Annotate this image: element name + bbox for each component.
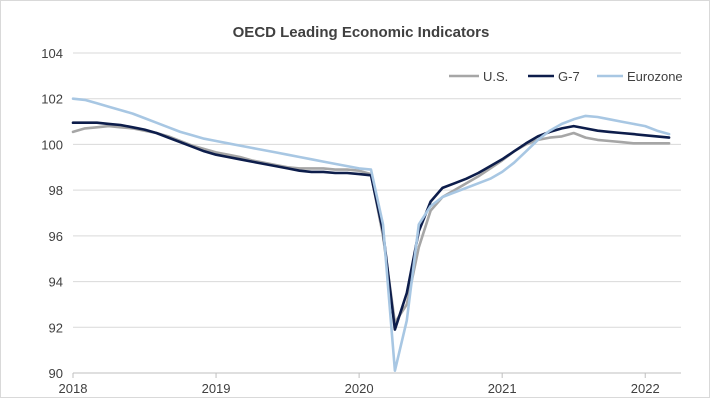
legend-label: Eurozone — [627, 69, 683, 84]
x-tick-label: 2020 — [345, 381, 374, 396]
y-tick-label: 102 — [41, 92, 63, 107]
series-group — [71, 97, 671, 372]
x-tick-label: 2022 — [631, 381, 660, 396]
y-tick-label: 94 — [49, 275, 63, 290]
y-tick-label: 100 — [41, 137, 63, 152]
series-line-g-7 — [71, 121, 671, 331]
x-tick-label: 2018 — [59, 381, 88, 396]
y-tick-label: 104 — [41, 46, 63, 61]
series-line-u-s — [71, 124, 671, 324]
legend-label: G-7 — [558, 69, 580, 84]
legend-label: U.S. — [483, 69, 508, 84]
series-line-eurozone — [71, 97, 671, 372]
legend: U.S. G-7 Eurozone — [449, 69, 683, 84]
x-tick-label: 2019 — [202, 381, 231, 396]
y-axis-ticks: 90 92 94 96 98 100 102 104 — [41, 46, 63, 381]
y-tick-label: 96 — [49, 229, 63, 244]
x-tick-label: 2021 — [488, 381, 517, 396]
chart-title: OECD Leading Economic Indicators — [233, 24, 490, 41]
y-tick-label: 98 — [49, 183, 63, 198]
gridlines — [73, 52, 681, 328]
y-tick-label: 90 — [49, 366, 63, 381]
x-axis-ticks: 2018 2019 2020 2021 2022 — [59, 373, 660, 396]
y-tick-label: 92 — [49, 320, 63, 335]
